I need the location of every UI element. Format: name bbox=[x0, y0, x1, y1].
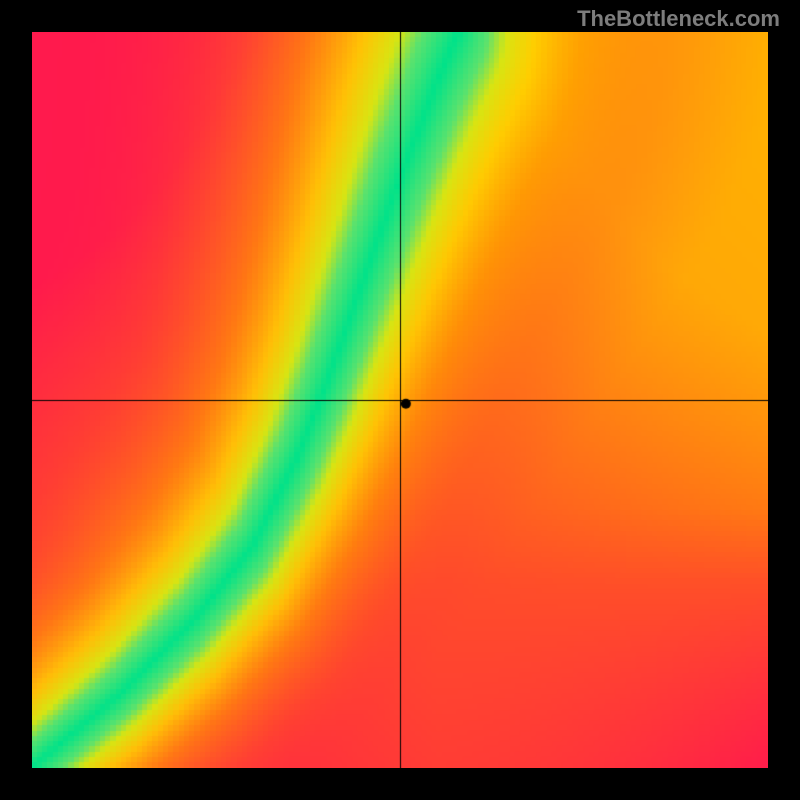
bottleneck-heatmap bbox=[32, 32, 768, 768]
watermark-text: TheBottleneck.com bbox=[577, 6, 780, 32]
